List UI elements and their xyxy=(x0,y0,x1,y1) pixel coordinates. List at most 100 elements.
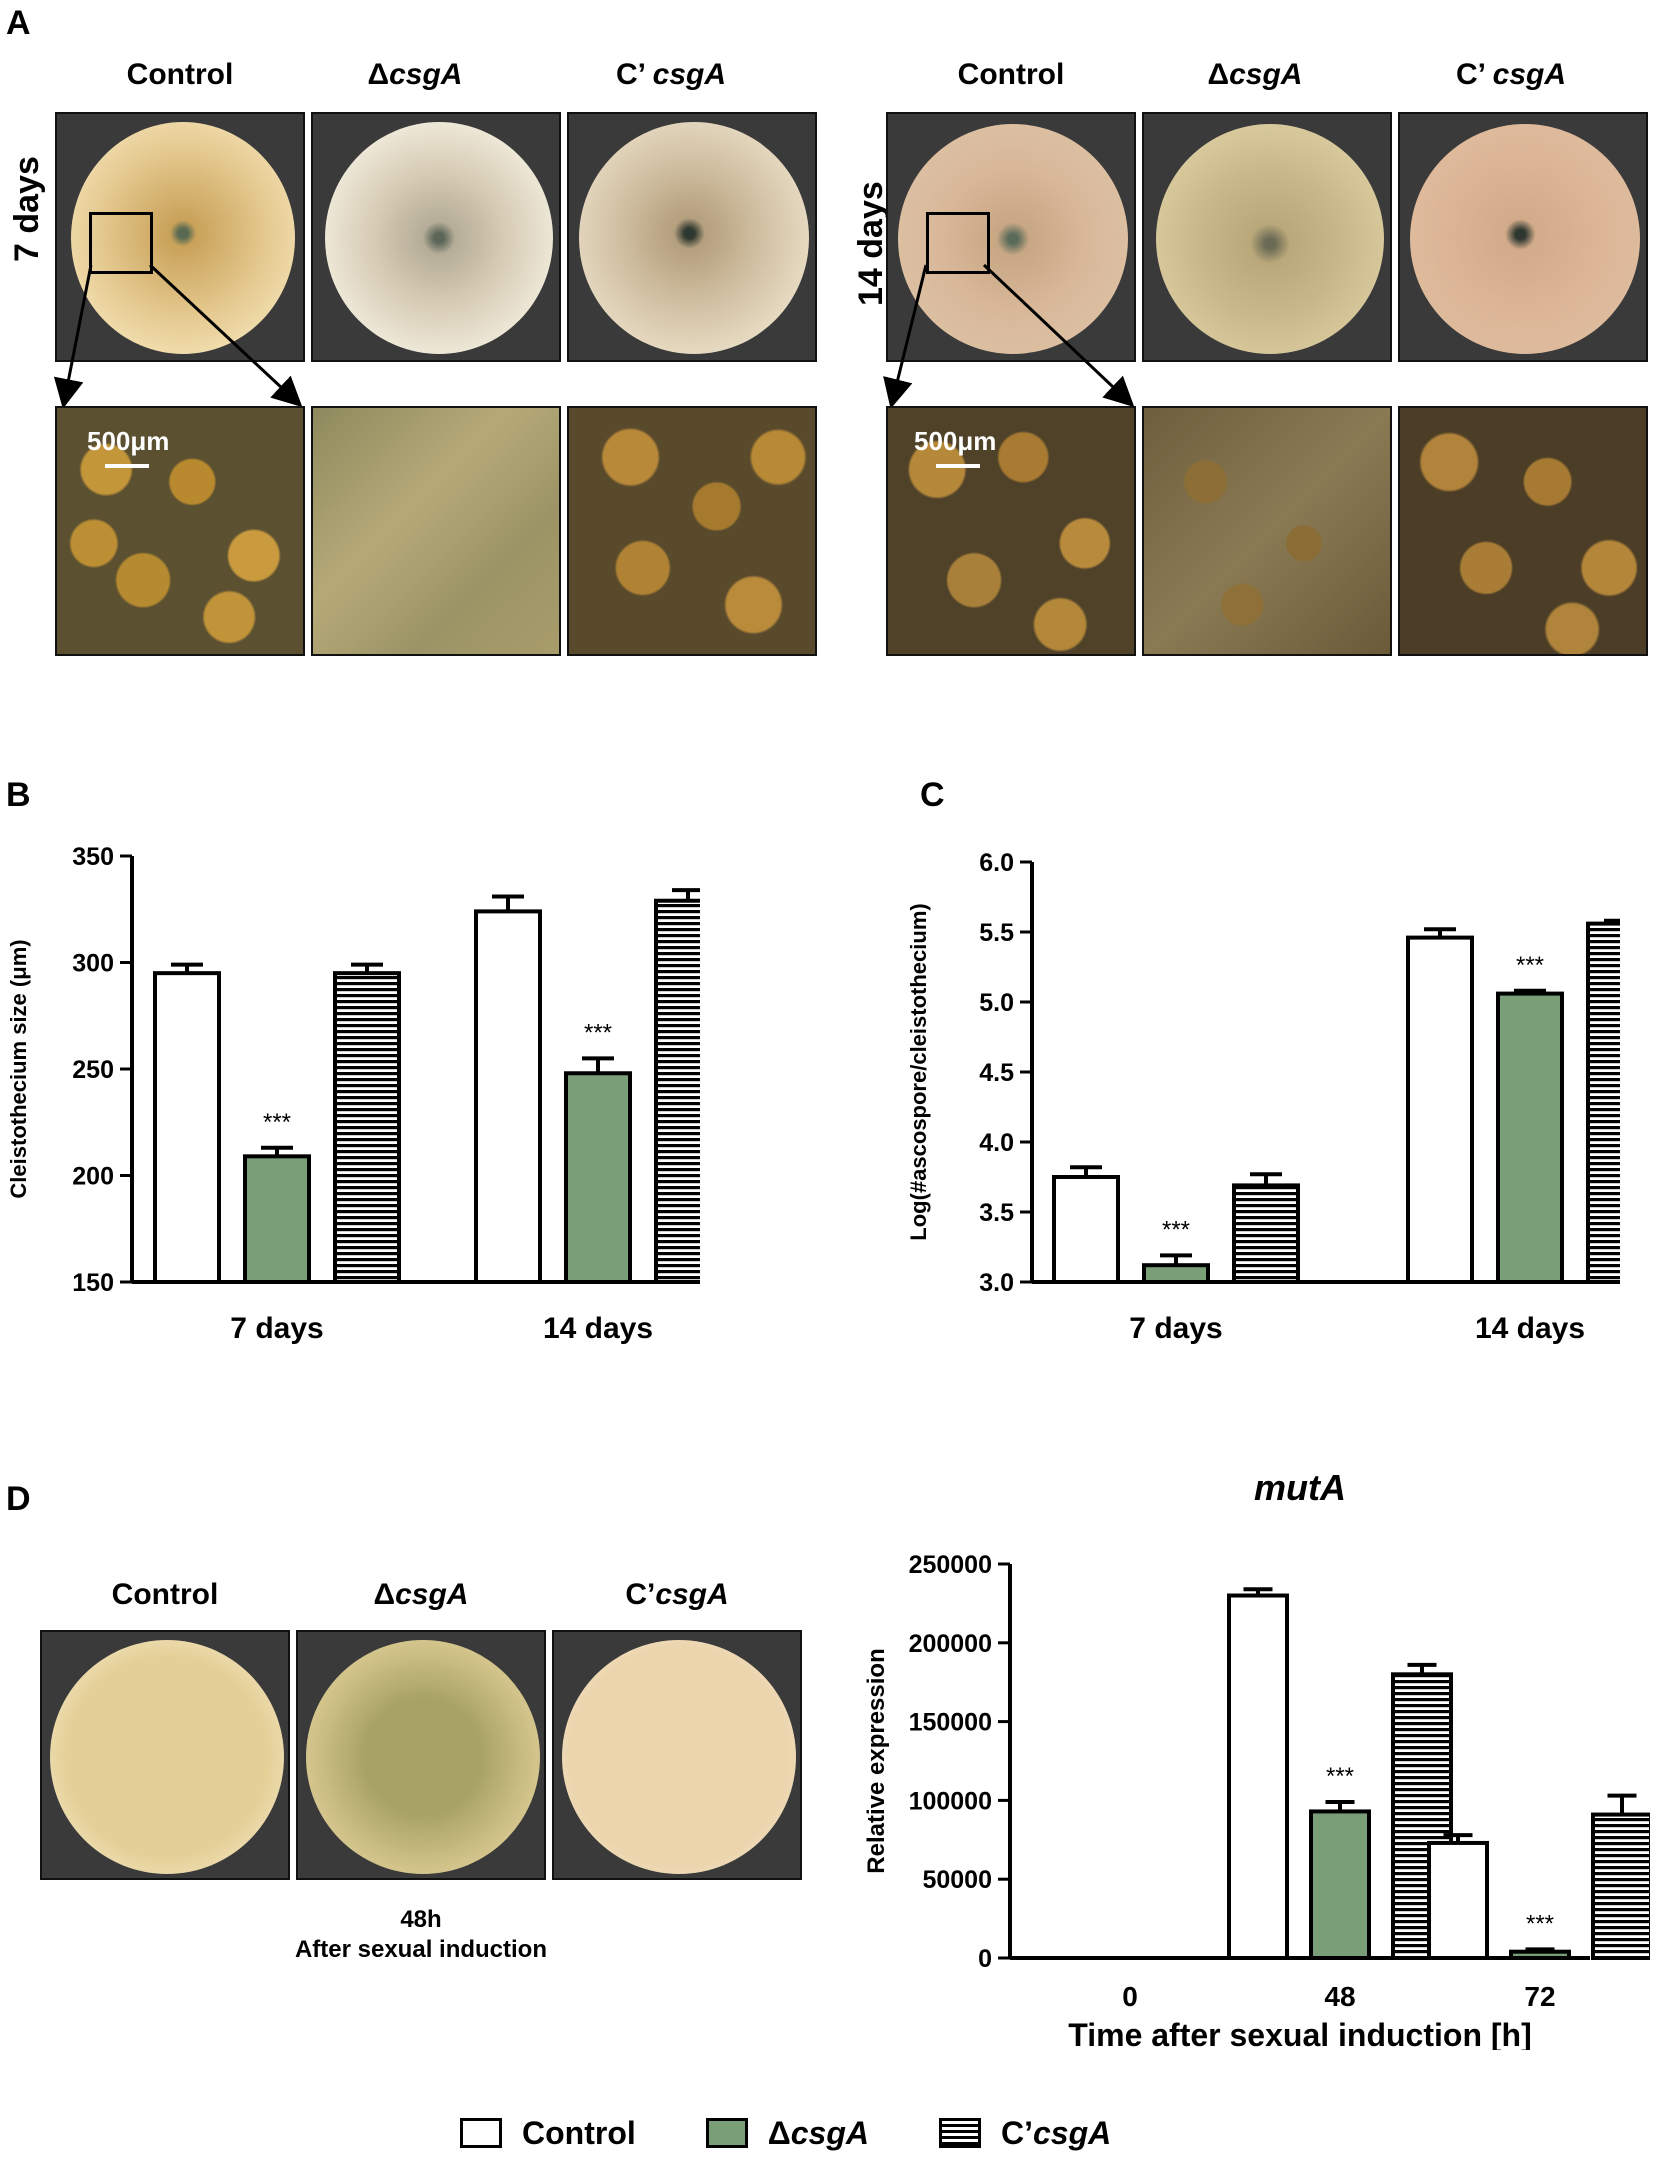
y-axis-label: Relative expression xyxy=(863,1648,890,1873)
bar-control xyxy=(153,971,221,1284)
bar-mutant xyxy=(1496,991,1564,1284)
plate-photo-14d-mutant xyxy=(1142,112,1392,362)
panel-a-7d-header-complement: C’ csgA xyxy=(615,58,727,91)
y-tick-label: 6.0 xyxy=(979,849,1014,877)
bar-complement xyxy=(1591,1812,1650,1961)
bar-control xyxy=(1052,1175,1120,1284)
bar-control xyxy=(474,909,542,1284)
x-category-label: 14 days xyxy=(543,1312,653,1345)
bar-complement xyxy=(654,898,700,1284)
y-tick-label: 250000 xyxy=(909,1551,992,1579)
x-axis-label: Time after sexual induction [h] xyxy=(1068,2017,1531,2050)
significance-marker: *** xyxy=(263,1109,291,1136)
legend-item-complement: C’csgA xyxy=(939,2115,1111,2152)
significance-marker: *** xyxy=(1162,1216,1190,1243)
y-tick-label: 200 xyxy=(72,1163,114,1191)
bar-complement xyxy=(1232,1183,1300,1284)
x-category-label: 72 xyxy=(1524,1981,1555,2012)
y-tick-label: 200000 xyxy=(909,1630,992,1658)
legend-label-complement: C’csgA xyxy=(1001,2114,1112,2151)
y-tick-label: 300 xyxy=(72,950,114,978)
panel-a-letter: A xyxy=(6,4,31,42)
y-tick-label: 3.5 xyxy=(979,1199,1014,1227)
micro-photo-14d-control: 500μm xyxy=(886,406,1136,656)
scale-bar-7d xyxy=(105,464,149,468)
legend-swatch-complement xyxy=(939,2118,981,2148)
legend-swatch-control xyxy=(460,2118,502,2148)
panel-a-14d-header-control: Control xyxy=(957,58,1065,91)
bar-mutant xyxy=(1142,1263,1210,1285)
y-tick-label: 150000 xyxy=(909,1709,992,1737)
x-category-label: 7 days xyxy=(230,1312,323,1345)
bar-mutant xyxy=(564,1071,632,1284)
micro-photo-7d-mutant xyxy=(311,406,561,656)
bar-control xyxy=(1227,1593,1289,1961)
scale-bar-label-14d: 500μm xyxy=(914,426,997,456)
micro-photo-7d-complement xyxy=(567,406,817,656)
legend-item-mutant: ΔcsgA xyxy=(705,2114,869,2152)
micro-photo-7d-control: 500μm xyxy=(55,406,305,656)
panel-b-letter: B xyxy=(6,776,31,814)
bar-mutant xyxy=(243,1154,311,1284)
y-axis-label: Log(#ascospore/cleistothecium) xyxy=(906,903,931,1240)
y-tick-label: 5.5 xyxy=(979,919,1014,947)
y-tick-label: 5.0 xyxy=(979,989,1014,1017)
panel-d-header-complement: C’csgA xyxy=(625,1578,729,1611)
significance-marker: *** xyxy=(1526,1910,1554,1937)
x-category-label: 7 days xyxy=(1129,1312,1222,1345)
plate-photo-48h-complement xyxy=(552,1630,802,1880)
chart-title: mutA xyxy=(1254,1470,1346,1508)
y-tick-label: 4.5 xyxy=(979,1059,1014,1087)
plate-photo-14d-complement xyxy=(1398,112,1648,362)
chart-muta-expression: 0 50000 100000 150000 200000 250000 Relative e… xyxy=(863,1470,1650,2050)
bar-control xyxy=(1427,1840,1489,1960)
plate-photo-48h-control xyxy=(40,1630,290,1880)
x-category-label: 14 days xyxy=(1475,1312,1585,1345)
panel-d-caption-induction: After sexual induction xyxy=(294,1936,548,1963)
legend-label-mutant: ΔcsgA xyxy=(767,2114,869,2151)
micro-photo-14d-mutant xyxy=(1142,406,1392,656)
bar-mutant xyxy=(1509,1949,1571,1961)
plate-photo-7d-complement xyxy=(567,112,817,362)
plate-photo-48h-mutant xyxy=(296,1630,546,1880)
legend-item-control: Control xyxy=(460,2115,636,2152)
bar-complement xyxy=(1586,921,1620,1284)
chart-ascospore-count: 3.0 3.5 4.0 4.5 5.0 5.5 6.0 Log(#ascospore/clei… xyxy=(906,849,1620,1345)
panel-d-header-control: Control xyxy=(111,1578,219,1611)
scale-bar-14d xyxy=(936,464,980,468)
y-tick-label: 250 xyxy=(72,1056,114,1084)
legend: Control ΔcsgA C’csgA xyxy=(460,2110,1181,2156)
significance-marker: *** xyxy=(584,1019,612,1046)
y-tick-label: 350 xyxy=(72,843,114,871)
panel-d-letter: D xyxy=(6,1480,31,1518)
y-tick-label: 3.0 xyxy=(979,1269,1014,1297)
y-tick-label: 4.0 xyxy=(979,1129,1014,1157)
panel-d-caption-time: 48h xyxy=(400,1906,442,1933)
significance-marker: *** xyxy=(1326,1763,1354,1790)
plate-photo-14d-control xyxy=(886,112,1136,362)
chart-cleistothecium-size: 150 200 250 300 350 Cleistothecium size (μm) 7… xyxy=(6,843,700,1345)
legend-swatch-mutant xyxy=(705,2118,748,2148)
legend-label-control: Control xyxy=(522,2114,636,2151)
micro-photo-14d-complement xyxy=(1398,406,1648,656)
significance-marker: *** xyxy=(1516,952,1544,979)
x-category-label: 0 xyxy=(1122,1981,1138,2012)
panel-c-letter: C xyxy=(920,776,945,814)
bar-complement xyxy=(333,971,401,1284)
y-axis-label: Cleistothecium size (μm) xyxy=(6,939,31,1198)
x-category-label: 48 xyxy=(1324,1981,1355,2012)
panel-a-7d-header-mutant: ΔcsgA xyxy=(367,58,463,91)
y-tick-label: 150 xyxy=(72,1269,114,1297)
panel-a-14d-header-complement: C’ csgA xyxy=(1455,58,1567,91)
scale-bar-label-7d: 500μm xyxy=(87,426,170,456)
zoom-arrows xyxy=(53,263,1135,409)
y-tick-label: 50000 xyxy=(922,1866,992,1894)
plate-photo-7d-mutant xyxy=(311,112,561,362)
panel-d-header-mutant: ΔcsgA xyxy=(373,1578,469,1611)
panel-a-14d-header-mutant: ΔcsgA xyxy=(1207,58,1303,91)
y-tick-label: 100000 xyxy=(909,1787,992,1815)
bar-mutant xyxy=(1309,1809,1371,1960)
plate-photo-7d-control xyxy=(55,112,305,362)
bar-control xyxy=(1406,935,1474,1284)
panel-a-7d-header-control: Control xyxy=(126,58,234,91)
